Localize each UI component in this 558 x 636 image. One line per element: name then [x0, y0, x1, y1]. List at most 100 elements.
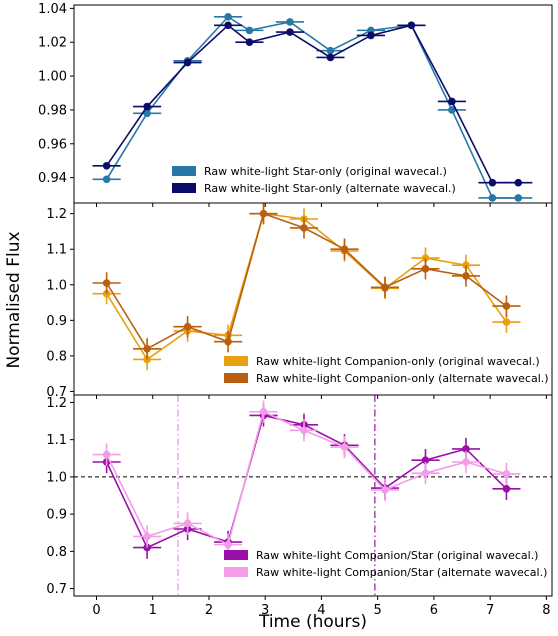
- data-point: [224, 540, 232, 549]
- legend: Raw white-light Companion/Star (original…: [224, 549, 547, 579]
- data-point: [143, 109, 151, 118]
- data-point: [421, 469, 430, 477]
- data-point: [367, 31, 375, 40]
- legend-swatch: [224, 567, 248, 577]
- data-point: [143, 344, 151, 353]
- legend-swatch: [172, 183, 196, 193]
- data-point: [488, 178, 497, 187]
- y-tick-label: 1.04: [38, 2, 67, 17]
- data-point: [245, 26, 254, 35]
- x-tick-label: 7: [486, 603, 494, 618]
- panel-2: 0.7 0.8 0.9 1.0 1.1 1.2 Raw white-light Compan…: [46, 202, 553, 400]
- y-tick-label: 0.98: [38, 103, 67, 118]
- x-tick-label: 3: [261, 603, 269, 618]
- data-point: [462, 445, 470, 453]
- data-point: [421, 456, 430, 464]
- data-point: [143, 102, 151, 111]
- data-point: [259, 407, 268, 416]
- y-tick-label: 0.96: [38, 137, 67, 152]
- data-point: [183, 322, 192, 331]
- data-point: [102, 161, 111, 170]
- x-tick-label: 5: [374, 603, 382, 618]
- legend-entry: Raw white-light Star-only (original wave…: [204, 165, 447, 178]
- y-tick-label: 1.0: [46, 278, 67, 293]
- data-point: [502, 302, 511, 310]
- panel-frame: [73, 394, 553, 597]
- data-point: [102, 289, 111, 298]
- legend: Raw white-light Companion-only (original…: [224, 355, 549, 385]
- data-point: [502, 318, 511, 326]
- legend: Raw white-light Star-only (original wave…: [172, 165, 456, 195]
- y-tick-label: 1.0: [46, 470, 67, 485]
- series-line: [105, 414, 508, 549]
- data-point: [340, 443, 349, 451]
- y-tick-label: 0.9: [46, 508, 67, 523]
- data-point: [300, 224, 308, 232]
- data-point: [102, 450, 111, 459]
- x-tick-label: 1: [149, 603, 157, 618]
- y-tick-label: 1.2: [46, 207, 67, 222]
- y-tick-label: 0.8: [46, 349, 67, 364]
- data-point: [421, 264, 430, 273]
- data-point: [245, 38, 254, 47]
- data-point: [448, 106, 456, 114]
- data-point: [326, 46, 335, 55]
- y-tick-label: 1.1: [46, 433, 67, 448]
- data-point: [102, 279, 111, 287]
- data-point: [488, 194, 497, 202]
- y-tick-label: 1.1: [46, 243, 67, 258]
- data-point: [224, 21, 232, 30]
- panel-1: 0.94 0.96 0.98 1.00 1.02 1.04 Raw white-light …: [38, 2, 553, 207]
- x-tick-label: 4: [317, 603, 325, 618]
- series-2: [92, 21, 533, 187]
- data-point: [183, 519, 192, 528]
- y-tick-label: 0.7: [46, 385, 67, 400]
- y-tick-label: 0.7: [46, 582, 67, 597]
- legend-swatch: [224, 373, 248, 383]
- y-tick-label: 1.00: [38, 70, 67, 85]
- data-point: [514, 194, 523, 202]
- data-point: [224, 337, 232, 346]
- y-tick-label: 0.9: [46, 314, 67, 329]
- x-tick-label: 6: [430, 603, 438, 618]
- x-axis-label: Time (hours): [258, 612, 367, 632]
- x-tick-label: 2: [205, 603, 213, 618]
- data-point: [381, 486, 389, 494]
- data-point: [502, 485, 511, 493]
- series-2: [92, 203, 521, 360]
- legend-entry: Raw white-light Companion-only (original…: [256, 355, 540, 368]
- y-tick-label: 1.02: [38, 36, 67, 51]
- x-tick-label: 0: [92, 603, 100, 618]
- series-line: [105, 24, 519, 184]
- legend-swatch: [224, 356, 248, 366]
- data-point: [286, 18, 294, 26]
- data-point: [326, 53, 335, 62]
- data-point: [143, 532, 151, 541]
- data-point: [462, 272, 470, 280]
- data-point: [381, 283, 389, 292]
- legend-entry: Raw white-light Companion/Star (alternat…: [256, 566, 547, 579]
- legend-entry: Raw white-light Companion-only (alternat…: [256, 372, 549, 385]
- legend-entry: Raw white-light Star-only (alternate wav…: [204, 182, 456, 195]
- x-tick-label: 8: [542, 603, 550, 618]
- data-point: [259, 209, 268, 218]
- data-point: [300, 426, 308, 435]
- y-axis-label: Normalised Flux: [4, 231, 24, 368]
- data-point: [224, 13, 232, 21]
- legend-entry: Raw white-light Companion/Star (original…: [256, 549, 538, 562]
- legend-swatch: [224, 550, 248, 560]
- data-point: [286, 28, 294, 36]
- series-1: [92, 404, 521, 559]
- y-tick-label: 1.2: [46, 396, 67, 411]
- data-point: [407, 21, 416, 30]
- data-point: [102, 175, 111, 184]
- data-point: [183, 58, 192, 67]
- data-point: [340, 245, 349, 254]
- y-tick-label: 0.94: [38, 171, 67, 186]
- data-point: [448, 97, 456, 106]
- data-point: [514, 178, 523, 187]
- series-line: [105, 212, 507, 350]
- panel-3: 0.7 0.8 0.9 1.0 1.1 1.2 Raw white-light Compan…: [46, 394, 553, 600]
